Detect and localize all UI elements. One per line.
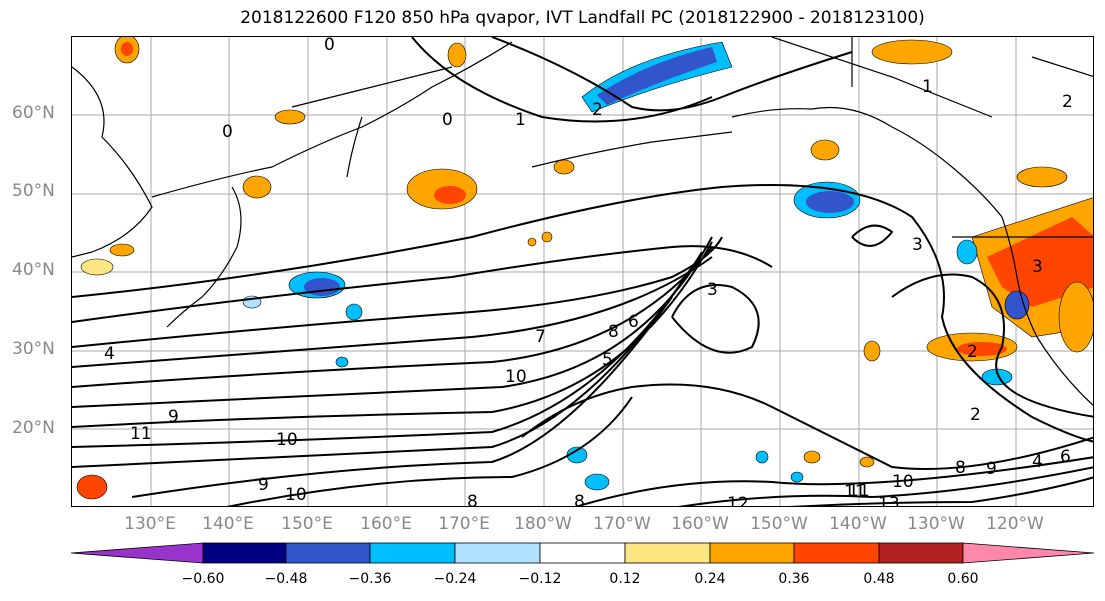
colorbar-tick-label: 0.60 bbox=[947, 571, 979, 587]
lon-label-140w: 140°W bbox=[829, 514, 887, 534]
colorbar-segment bbox=[454, 542, 541, 564]
contour-label: 8 bbox=[608, 322, 619, 342]
contour-label: 11 bbox=[848, 481, 870, 501]
contour-label: 4 bbox=[1032, 452, 1043, 472]
contour-label: 8 bbox=[574, 492, 585, 507]
contour-label: 3 bbox=[912, 235, 923, 255]
contour-label: 3 bbox=[1032, 257, 1043, 277]
contour-label: 8 bbox=[467, 492, 478, 507]
lon-label-160w: 160°W bbox=[671, 514, 729, 534]
contour-label: 6 bbox=[1060, 447, 1071, 467]
contour-label: 9 bbox=[258, 475, 269, 495]
contour-label: 2 bbox=[1062, 92, 1073, 112]
contour-label: 5 bbox=[602, 350, 613, 370]
contour-label: 11 bbox=[130, 424, 152, 444]
lon-label-120w: 120°W bbox=[986, 514, 1044, 534]
lon-label-150w: 150°W bbox=[750, 514, 808, 534]
lon-label-130w: 130°W bbox=[907, 514, 965, 534]
contour-label: 10 bbox=[285, 485, 307, 505]
map-panel: 0 0 0 1 2 1 2 3 3 3 4 5 6 7 8 9 10 11 10… bbox=[71, 36, 1094, 507]
colorbar-tick-label: −0.60 bbox=[181, 571, 225, 587]
contour-label: 11 bbox=[844, 482, 866, 502]
colorbar-segment bbox=[539, 542, 626, 564]
contour-label: 1 bbox=[922, 77, 933, 97]
contour-label: 10 bbox=[892, 472, 914, 492]
contour-label: 9 bbox=[168, 407, 179, 427]
contour-label: 9 bbox=[986, 459, 997, 479]
colorbar-segment bbox=[285, 542, 371, 564]
lon-label-160e: 160°E bbox=[360, 514, 412, 534]
colorbar-segment bbox=[962, 542, 1094, 564]
contour-label: 12 bbox=[727, 494, 749, 507]
colorbar-segment bbox=[71, 542, 204, 564]
graticule bbox=[72, 37, 1093, 506]
colorbar-tick-label: −0.36 bbox=[348, 571, 392, 587]
contour-label: 7 bbox=[535, 327, 546, 347]
lon-label-170w: 170°W bbox=[593, 514, 651, 534]
colorbar-segment bbox=[624, 542, 711, 564]
contour-label: 4 bbox=[104, 344, 115, 364]
contour-label: 3 bbox=[707, 280, 718, 300]
colorbar-tick-label: 0.24 bbox=[694, 571, 726, 587]
contour-label: 0 bbox=[222, 122, 233, 142]
colorbar-tick-label: −0.48 bbox=[264, 571, 308, 587]
colorbar-tick-label: 0.36 bbox=[778, 571, 810, 587]
contour-label: 2 bbox=[967, 342, 978, 362]
ivt-contours bbox=[72, 37, 1093, 506]
colorbar-segment bbox=[878, 542, 964, 564]
colorbar-segment bbox=[369, 542, 456, 564]
contour-label: 0 bbox=[324, 37, 335, 55]
colorbar-segment bbox=[793, 542, 880, 564]
lon-label-180w: 180°W bbox=[514, 514, 572, 534]
contour-label: 0 bbox=[442, 110, 453, 130]
contour-label: 2 bbox=[970, 405, 981, 425]
contour-label: 10 bbox=[276, 430, 298, 450]
contour-label: 2 bbox=[592, 100, 603, 120]
colorbar-segment bbox=[202, 542, 287, 564]
colorbar-tick-label: −0.24 bbox=[433, 571, 477, 587]
contour-label: 1 bbox=[515, 110, 526, 130]
lat-label-40n: 40°N bbox=[12, 260, 55, 280]
colorbar-tick-label: 0.12 bbox=[609, 571, 641, 587]
contour-label: 8 bbox=[955, 458, 966, 478]
colorbar bbox=[71, 542, 1094, 564]
lat-label-20n: 20°N bbox=[12, 418, 55, 438]
contour-label: 10 bbox=[505, 367, 527, 387]
colorbar-segment bbox=[709, 542, 795, 564]
qvapor-shading bbox=[76, 37, 1093, 500]
coastlines bbox=[72, 37, 1093, 406]
colorbar-tick-label: 0.48 bbox=[863, 571, 895, 587]
lon-label-140e: 140°E bbox=[202, 514, 254, 534]
lat-label-50n: 50°N bbox=[12, 181, 55, 201]
lon-label-130e: 130°E bbox=[124, 514, 176, 534]
map-canvas: 0 0 0 1 2 1 2 3 3 3 4 5 6 7 8 9 10 11 10… bbox=[72, 37, 1093, 507]
lon-label-170e: 170°E bbox=[438, 514, 490, 534]
contour-label: 6 bbox=[628, 312, 639, 332]
map-title: 2018122600 F120 850 hPa qvapor, IVT Land… bbox=[240, 8, 925, 28]
colorbar-tick-label: −0.12 bbox=[518, 571, 562, 587]
lat-label-60n: 60°N bbox=[12, 103, 55, 123]
lat-label-30n: 30°N bbox=[12, 339, 55, 359]
lon-label-150e: 150°E bbox=[281, 514, 333, 534]
contour-labels: 0 0 0 1 2 1 2 3 3 3 4 5 6 7 8 9 10 11 10… bbox=[104, 37, 1073, 507]
contour-label: 13 bbox=[878, 494, 900, 507]
